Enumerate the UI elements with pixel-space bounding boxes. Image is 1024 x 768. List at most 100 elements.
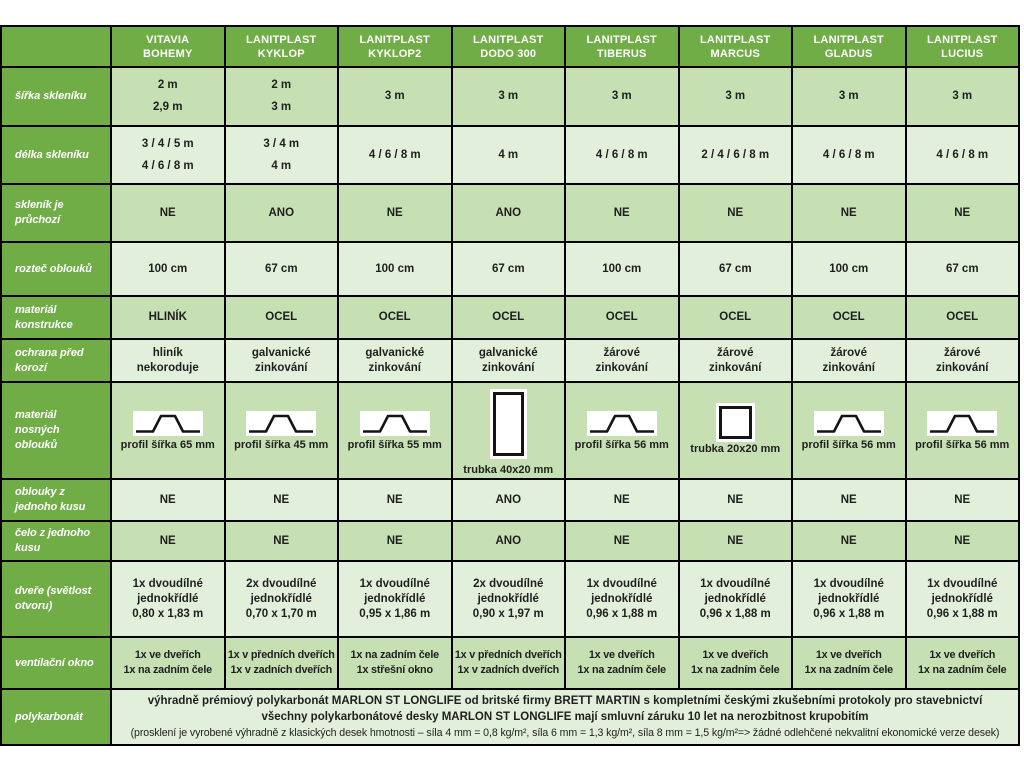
cell-value: 3 m [725, 90, 746, 102]
table-header: VITAVIA BOHEMY LANITPLAST KYKLOP LANITPLAST K… [0, 25, 1020, 68]
cell-value: zinkování [709, 361, 762, 374]
cell-value: ANO [495, 493, 522, 506]
note-line: výhradně prémiový polykarbonát MARLON ST… [147, 695, 983, 707]
cell-value: 1x dvoudílné [586, 577, 657, 590]
cell-value: 4 / 6 / 8 m [368, 148, 421, 161]
cell-value: 67 cm [491, 262, 525, 275]
table-cell: ANO [450, 183, 566, 243]
cell-value: OCEL [605, 311, 638, 323]
table-row: rozteč oblouků 100 cm 67 cm 100 cm 67 cm 100 … [0, 241, 1020, 297]
column-header-line: MARCUS [710, 47, 760, 60]
table-row: oblouky z jednoho kusu NE NE NE ANO NE NE NE NE [0, 478, 1020, 522]
cell-value: 0,95 x 1,86 m [359, 607, 431, 620]
table-cell: NE [904, 478, 1020, 522]
column-header-line: LANITPLAST [359, 33, 430, 46]
table-cell: 1x dvoudílné jednokřídlé 0,96 x 1,88 m [791, 560, 907, 638]
cell-value: zinkování [482, 361, 535, 374]
profile-hat-icon [246, 410, 317, 436]
table-cell: 2 m 2,9 m [110, 66, 226, 127]
cell-value: 4 / 6 / 8 m [595, 148, 648, 161]
cell-value: 0,96 x 1,88 m [926, 607, 998, 620]
cell-value: NE [386, 534, 403, 547]
column-header: VITAVIA BOHEMY [110, 25, 226, 68]
table-cell: 1x ve dveřích 1x na zadním čele [110, 636, 226, 690]
shape-caption: profil šířka 55 mm [347, 438, 442, 451]
column-header-line: LANITPLAST [813, 33, 884, 46]
column-header-line: LANITPLAST [927, 33, 998, 46]
table-cell: 4 / 6 / 8 m [791, 125, 907, 185]
table-cell: profil šířka 56 mm [791, 381, 907, 480]
table-cell: 2 m 3 m [223, 66, 339, 127]
table-cell: žárové zinkování [791, 338, 907, 383]
row-label: dveře (světlost otvoru) [0, 560, 112, 638]
cell-value: 1x v předních dveřích [454, 649, 562, 661]
table-cell: 3 m [564, 66, 680, 127]
cell-value: 67 cm [945, 262, 979, 275]
cell-value: NE [840, 493, 857, 506]
table-cell: NE [677, 183, 793, 243]
cell-value: 67 cm [264, 262, 298, 275]
table-cell: NE [677, 520, 793, 562]
table-cell: ANO [223, 183, 339, 243]
table-cell: 2x dvoudílné jednokřídlé 0,70 x 1,70 m [223, 560, 339, 638]
table-cell: OCEL [904, 295, 1020, 340]
column-header-line: LANITPLAST [700, 33, 771, 46]
cell-value: ANO [268, 206, 295, 219]
cell-value: 4 m [271, 159, 292, 172]
table-cell: trubka 20x20 mm [677, 381, 793, 480]
cell-value: HLINÍK [148, 311, 187, 323]
column-header-line: GLADUS [824, 47, 873, 60]
table-cell: 3 m [904, 66, 1020, 127]
column-header: LANITPLAST LUCIUS [904, 25, 1020, 68]
cell-value: 100 cm [602, 262, 642, 275]
table-cell: 100 cm [791, 241, 907, 297]
shape-caption: profil šířka 45 mm [234, 438, 329, 451]
cell-value: 3 / 4 / 5 m [141, 137, 194, 150]
cell-value: 4 / 6 / 8 m [822, 148, 875, 161]
cell-value: 1x dvoudílné [700, 577, 771, 590]
cell-value: zinkování [822, 361, 875, 374]
cell-value: NE [840, 534, 857, 547]
table-body: šířka skleníku 2 m 2,9 m 2 m 3 m 3 m 3 m 3 m 3 m… [0, 66, 1020, 746]
cell-value: ANO [495, 206, 522, 219]
cell-value: jednokřídlé [137, 592, 199, 605]
table-cell: NE [564, 478, 680, 522]
cell-value: NE [727, 534, 744, 547]
cell-value: 0,80 x 1,83 m [132, 607, 204, 620]
cell-value: 1x ve dveřích [588, 649, 655, 661]
cell-value: žárové [830, 346, 867, 359]
column-header: LANITPLAST TIBERUS [564, 25, 680, 68]
cell-value: NE [159, 493, 176, 506]
cell-value: žárové [603, 346, 640, 359]
cell-value: zinkování [595, 361, 648, 374]
table-cell: 1x v předních dveřích 1x v zadních dveříc… [223, 636, 339, 690]
cell-value: 1x na zadním čele [350, 649, 440, 661]
cell-value: galvanické [365, 346, 425, 359]
table-row: materiál nosných oblouků profil šířka 65 … [0, 381, 1020, 480]
cell-value: nekoroduje [136, 361, 199, 374]
cell-value: 100 cm [829, 262, 869, 275]
row-label: šířka skleníku [0, 66, 112, 127]
table-cell: 2 / 4 / 6 / 8 m [677, 125, 793, 185]
cell-value: NE [954, 206, 971, 219]
row-label: ochrana před korozí [0, 338, 112, 383]
column-header-line: KYKLOP2 [368, 47, 422, 60]
table-cell: NE [791, 520, 907, 562]
cell-value: NE [727, 493, 744, 506]
table-cell: OCEL [677, 295, 793, 340]
cell-value: jednokřídlé [364, 592, 426, 605]
table-cell: 1x ve dveřích 1x na zadním čele [791, 636, 907, 690]
cell-value: zinkování [255, 361, 308, 374]
table-cell: 100 cm [564, 241, 680, 297]
shape-caption: profil šířka 65 mm [120, 438, 215, 451]
cell-value: jednokřídlé [477, 592, 539, 605]
table-row: polykarbonát výhradně prémiový polykarbon… [0, 688, 1020, 746]
column-header: LANITPLAST MARCUS [677, 25, 793, 68]
table-cell: 100 cm [337, 241, 453, 297]
table-cell: 67 cm [223, 241, 339, 297]
column-header: LANITPLAST KYKLOP2 [337, 25, 453, 68]
cell-value: 2x dvoudílné [473, 577, 544, 590]
cell-value: ANO [495, 534, 522, 547]
cell-value: 2 / 4 / 6 / 8 m [701, 148, 770, 161]
table-cell: NE [904, 520, 1020, 562]
